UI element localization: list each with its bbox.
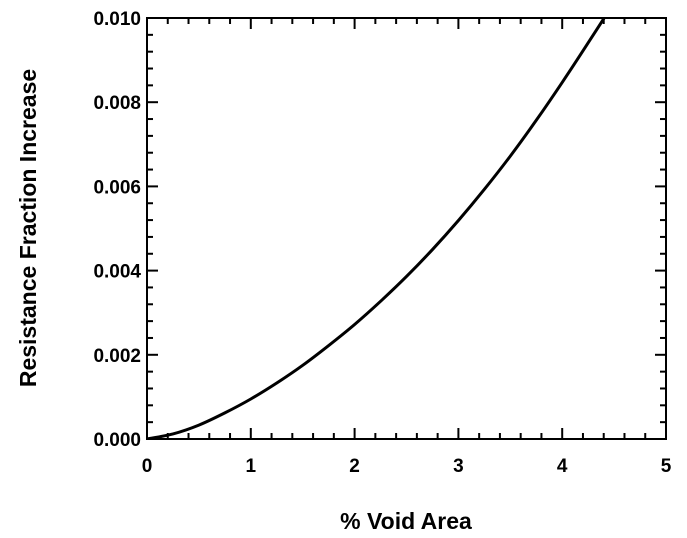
x-tick-label: 0 [142, 456, 153, 477]
x-tick-label: 3 [453, 456, 464, 477]
y-axis-tick-labels: 0.000 0.002 0.004 0.006 0.008 0.010 [93, 9, 141, 451]
y-axis-title: Resistance Fraction Increase [15, 69, 41, 387]
series-line-0 [147, 18, 606, 439]
x-tick-label: 1 [246, 456, 257, 477]
y-tick-label: 0.002 [93, 346, 141, 367]
y-tick-label: 0.000 [93, 430, 141, 451]
x-tick-label: 2 [349, 456, 360, 477]
x-axis-ticks [146, 18, 667, 439]
x-tick-label: 5 [661, 456, 672, 477]
plot-frame [146, 17, 667, 440]
y-tick-label: 0.004 [93, 262, 141, 283]
x-axis-title: % Void Area [340, 508, 472, 533]
y-tick-label: 0.010 [93, 9, 141, 30]
y-axis-ticks [147, 17, 666, 440]
x-tick-label: 4 [557, 456, 568, 477]
x-axis-tick-labels: 0 1 2 3 4 5 [142, 456, 672, 477]
y-tick-label: 0.008 [93, 93, 141, 114]
series-group [147, 18, 606, 439]
y-tick-label: 0.006 [93, 177, 141, 198]
